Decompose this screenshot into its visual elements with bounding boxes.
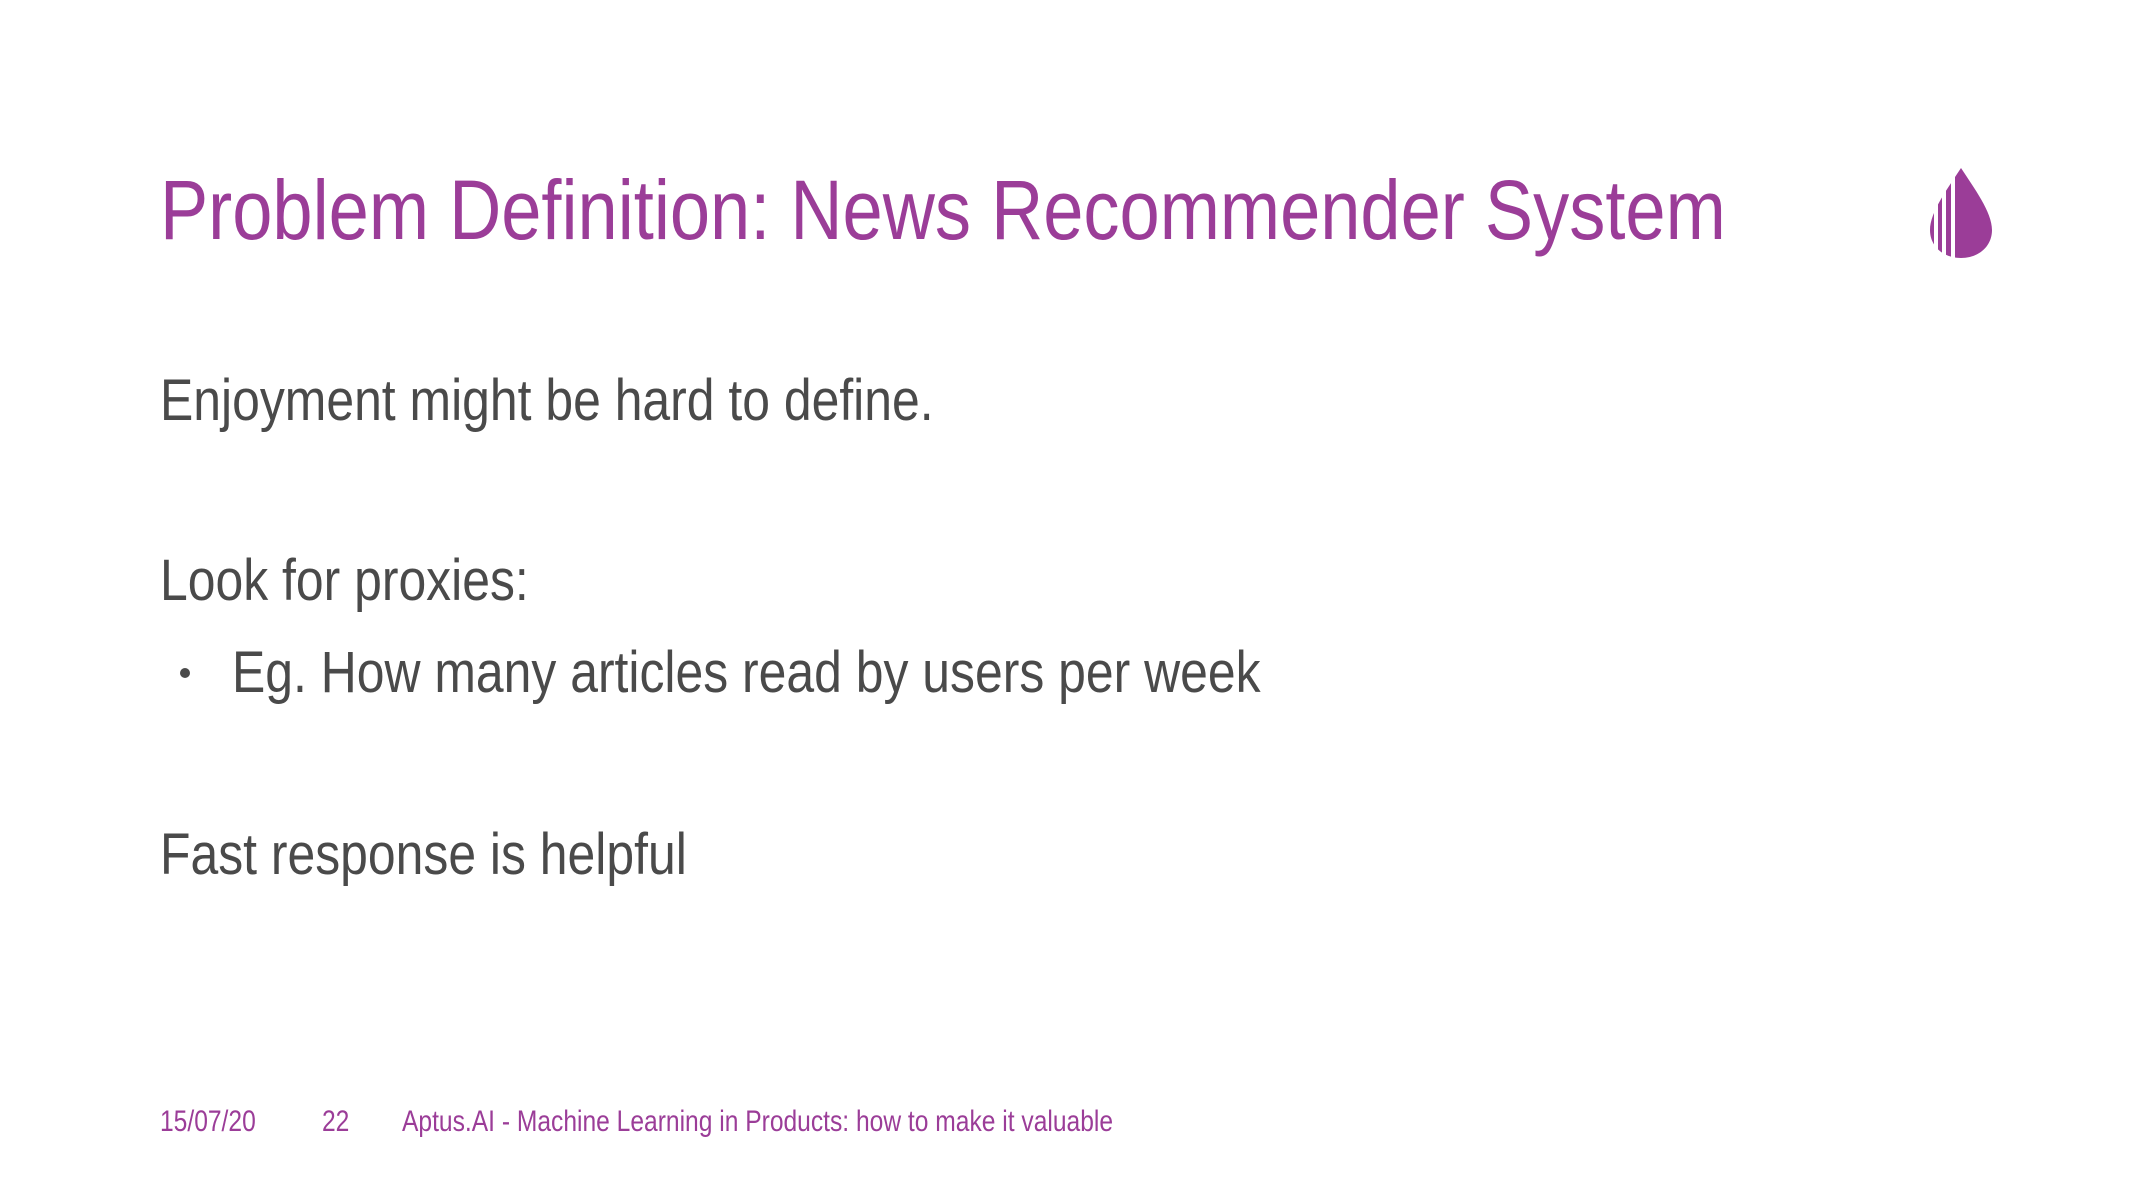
- body-line-enjoyment: Enjoyment might be hard to define.: [160, 366, 934, 436]
- footer-page-number: 22: [322, 1104, 349, 1140]
- bullet-item: Eg. How many articles read by users per …: [180, 638, 1428, 708]
- footer-date: 15/07/20: [160, 1104, 256, 1140]
- aptus-drop-logo-icon: [1928, 166, 1994, 260]
- footer-presentation-title: Aptus.AI - Machine Learning in Products:…: [402, 1104, 1113, 1140]
- body-line-fast-response: Fast response is helpful: [160, 820, 687, 890]
- slide-title: Problem Definition: News Recommender Sys…: [160, 160, 1726, 260]
- bullet-text: Eg. How many articles read by users per …: [232, 638, 1261, 708]
- bullet-dot-icon: [180, 668, 190, 678]
- body-line-proxies: Look for proxies:: [160, 546, 529, 616]
